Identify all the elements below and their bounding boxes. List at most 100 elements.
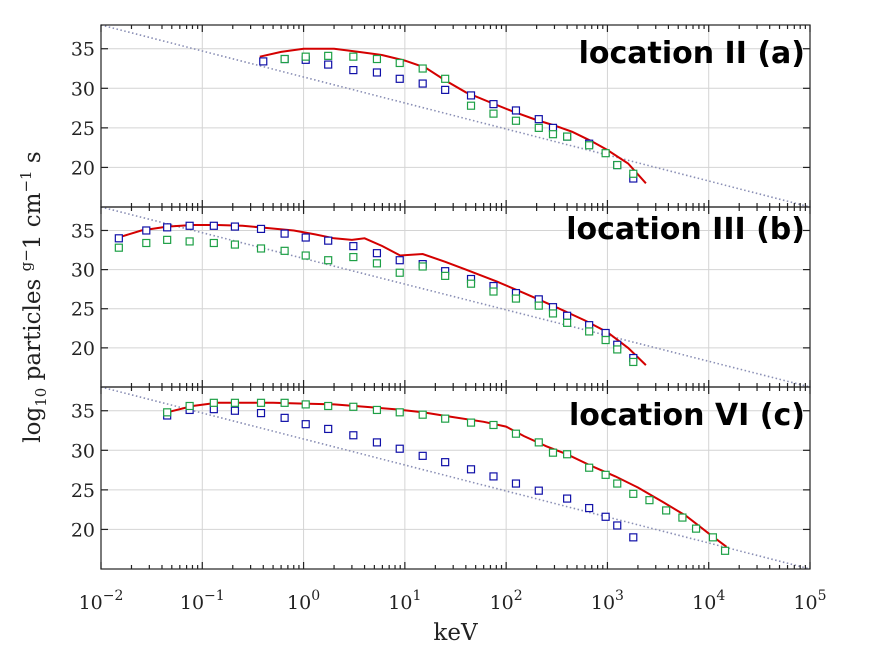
panel-3-blue-point-17: [563, 494, 572, 503]
panel-1-ytick-label-1: 25: [71, 118, 95, 140]
panel-2-green-point-2: [163, 235, 172, 244]
panel-3-green-point-11: [418, 410, 427, 419]
panel-3-blue-point-20: [613, 521, 622, 530]
panel-2-blue-point-1: [142, 226, 151, 235]
panel-2-green-point-21: [585, 327, 594, 336]
panel-1-blue-point-0: [259, 57, 268, 66]
panel-2-blue-point-3: [185, 221, 194, 230]
panel-1-blue-point-9: [466, 91, 476, 100]
panel-3-green-point-21: [613, 479, 622, 488]
panel-3-blue-point-6: [301, 420, 310, 429]
panel-3-blue-point-19: [601, 512, 610, 521]
panel-3-ytick-label-2: 30: [71, 440, 95, 462]
panel-3-green-point-10: [395, 408, 404, 417]
panel-3-blue-point-11: [418, 451, 427, 460]
panel-1-green-point-15: [601, 149, 610, 158]
panel-2-blue-point-12: [395, 256, 404, 265]
panel-2-ytick-label-1: 25: [71, 299, 95, 321]
panel-2-blue-point-7: [280, 229, 289, 238]
panel-2-blue-point-2: [163, 223, 172, 232]
panel-1-ytick-label-2: 30: [71, 78, 95, 100]
panel-2-green-point-14: [441, 271, 450, 280]
panel-2-green-point-8: [301, 251, 310, 260]
panel-1-ytick-label-3: 35: [71, 39, 95, 61]
x-tick-label-3: 101: [388, 588, 421, 614]
panel-3-green-point-13: [466, 418, 476, 427]
panel-3-green-point-27: [708, 533, 718, 542]
y-axis-title: log10 particles g−1 cm−1 s: [17, 151, 50, 442]
panel-1-blue-point-11: [511, 106, 521, 115]
panel-3-title: location VI (c): [569, 398, 805, 433]
x-axis-title: keV: [433, 620, 478, 645]
panel-2-green-point-17: [511, 294, 521, 303]
panel-2-green-point-24: [629, 357, 638, 367]
panel-2-ytick-label-2: 30: [71, 260, 95, 282]
panel-1-green-point-9: [489, 109, 498, 118]
x-tick-label-1: 10−1: [180, 588, 225, 614]
panel-3-green-point-0: [163, 408, 172, 417]
panel-2-blue-point-8: [301, 233, 310, 242]
panel-2-green-point-1: [142, 238, 151, 248]
panel-1-green-point-0: [280, 54, 289, 64]
panel-3-green-point-9: [372, 405, 382, 415]
panel-3-green-point-23: [645, 496, 654, 505]
panel-2-green-point-6: [256, 244, 266, 253]
panel-3-green-point-22: [629, 489, 638, 498]
panel-3-green-point-17: [548, 448, 558, 457]
panel-1-blue-point-5: [372, 68, 382, 77]
panel-3-ytick-label-0: 20: [71, 519, 95, 541]
panel-2-green-point-5: [230, 240, 240, 249]
panel-2-green-point-12: [395, 268, 404, 277]
panel-1-green-point-14: [585, 141, 594, 150]
panel-2-green-point-4: [209, 238, 218, 248]
panel-1-blue-point-8: [441, 85, 450, 94]
panel-1-green-point-2: [324, 51, 333, 60]
panel-2-ytick-label-3: 35: [71, 220, 95, 242]
panel-3-green-point-1: [185, 401, 194, 411]
panel-2-blue-point-22: [601, 328, 610, 338]
panel-3-blue-point-9: [372, 438, 382, 447]
panel-3-green-point-24: [662, 506, 671, 515]
panel-3-green-point-12: [441, 414, 450, 423]
x-tick-label-4: 102: [490, 588, 523, 614]
x-tick-label-2: 100: [287, 588, 320, 614]
panel-1-green-point-11: [534, 123, 543, 132]
panel-3-blue-point-15: [511, 479, 521, 488]
panel-2-green-point-19: [548, 309, 558, 318]
panel-1-green-point-5: [395, 58, 404, 68]
panel-3-green-point-4: [256, 398, 266, 407]
panel-3-green-point-26: [691, 524, 701, 533]
x-tick-label-6: 104: [692, 588, 725, 614]
panel-1-blue-point-12: [534, 115, 543, 124]
panel-1-green-point-1: [301, 52, 310, 61]
panel-1-green-point-3: [349, 52, 358, 61]
panel-3-blue-point-14: [489, 472, 498, 481]
panel-1-green-point-4: [372, 54, 382, 64]
panel-3-green-point-25: [678, 513, 687, 522]
panel-3-blue-point-16: [534, 486, 543, 495]
panel-1-green-point-7: [441, 74, 450, 83]
panel-2-green-point-9: [324, 256, 333, 265]
panel-1-blue-point-7: [418, 79, 427, 88]
panel-3-blue-point-10: [395, 444, 404, 453]
panel-3-blue-point-18: [585, 503, 594, 513]
panel-3-blue-point-21: [629, 533, 638, 542]
panel-2-green-point-16: [489, 287, 498, 296]
panel-2-ytick-label-0: 20: [71, 338, 95, 360]
panel-2-blue-point-0: [114, 234, 123, 243]
panel-2-green-point-22: [601, 335, 610, 345]
x-tick-label-0: 10−2: [79, 588, 124, 614]
panel-2-green-point-13: [418, 262, 427, 271]
panel-3-green-point-15: [511, 429, 521, 438]
panel-3-blue-point-12: [441, 458, 450, 467]
panel-3-green-point-16: [534, 438, 543, 447]
panel-3-frame: [100, 386, 811, 570]
panel-1-ytick-label-0: 20: [71, 157, 95, 179]
panel-3-blue-point-8: [349, 431, 358, 440]
panel-2-blue-point-4: [209, 221, 218, 230]
panel-3-green-point-3: [230, 398, 240, 407]
panel-3-ytick-label-3: 35: [71, 401, 95, 423]
panel-1-green-point-13: [563, 132, 572, 141]
panel-1-green-point-6: [418, 64, 427, 73]
